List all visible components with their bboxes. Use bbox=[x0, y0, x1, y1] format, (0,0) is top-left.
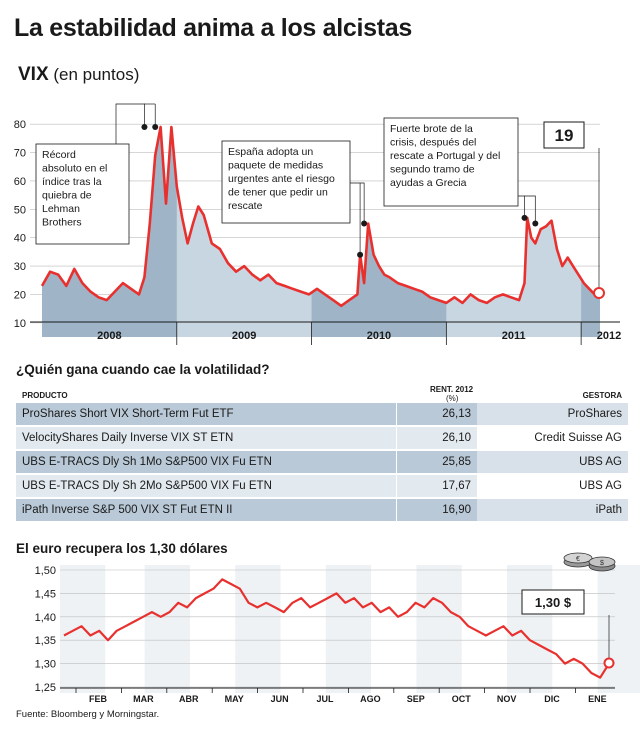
source-note: Fuente: Bloomberg y Morningstar. bbox=[16, 709, 160, 720]
table-row: iPath Inverse S&P 500 VIX ST Fut ETN II 1… bbox=[16, 498, 628, 523]
euro-chart-title: El euro recupera los 1,30 dólares bbox=[16, 541, 228, 556]
vix-annotation: Fuerte brote de la crisis, después del res… bbox=[383, 117, 539, 227]
euro-x-tick-label: MAR bbox=[133, 694, 154, 704]
vix-x-tick-label: 2012 bbox=[597, 330, 621, 342]
vix-y-tick-label: 60 bbox=[14, 176, 26, 188]
vix-annotation-text: Fuerte brote de la crisis, después del res… bbox=[390, 123, 500, 189]
product-cell: iPath Inverse S&P 500 VIX ST Fut ETN II bbox=[16, 498, 397, 523]
euro-x-tick-label: MAY bbox=[225, 694, 244, 704]
euro-x-tick-label: ENE bbox=[588, 694, 607, 704]
table-row: ProShares Short VIX Short-Term Fut ETF 26… bbox=[16, 403, 628, 427]
euro-y-tick-label: 1,50 bbox=[35, 565, 56, 577]
euro-x-tick-label: AGO bbox=[360, 694, 381, 704]
euro-y-tick-label: 1,45 bbox=[35, 588, 56, 600]
vix-annotation: España adopta un paquete de medidas urgent… bbox=[221, 140, 368, 258]
euro-series-line bbox=[63, 578, 610, 679]
funds-table-header: PRODUCTO RENT. 2012 (%) GESTORA bbox=[16, 385, 628, 403]
product-cell: VelocityShares Daily Inverse VIX ST ETN bbox=[16, 426, 397, 451]
product-column-header: PRODUCTO bbox=[22, 391, 68, 400]
vix-y-tick-label: 30 bbox=[14, 261, 26, 273]
table-row: UBS E-TRACS Dly Sh 2Mo S&P500 VIX Fu ETN… bbox=[16, 474, 628, 499]
euro-y-tick-label: 1,35 bbox=[35, 635, 56, 647]
coins-icon: € $ bbox=[563, 552, 616, 572]
vix-unit: (en puntos) bbox=[53, 65, 140, 84]
vix-annotation: Récord absoluto en el índice tras la quiebr… bbox=[35, 103, 159, 245]
vix-chart: 10 20 30 40 50 60 70 80 2008 2009 2010 2011 2012 Ré… bbox=[14, 103, 621, 345]
return-cell: 26,10 bbox=[396, 426, 477, 451]
manager-cell: ProShares bbox=[477, 403, 628, 427]
vix-annotation-text: Récord absoluto en el índice tras la quiebr… bbox=[42, 149, 107, 229]
return-cell: 17,67 bbox=[396, 474, 477, 499]
euro-x-tick-label: OCT bbox=[452, 694, 472, 704]
return-cell: 26,13 bbox=[396, 403, 477, 427]
euro-y-tick-label: 1,30 bbox=[35, 659, 56, 671]
funds-table-title: ¿Quién gana cuando cae la volatilidad? bbox=[16, 362, 270, 377]
vix-x-tick-label: 2010 bbox=[367, 330, 391, 342]
vix-y-tick-label: 20 bbox=[14, 289, 26, 301]
vix-y-tick-label: 10 bbox=[14, 318, 26, 330]
vix-y-tick-label: 80 bbox=[14, 119, 26, 131]
manager-cell: Credit Suisse AG bbox=[477, 426, 628, 451]
return-column-header: RENT. 2012 bbox=[430, 385, 474, 394]
euro-y-tick-label: 1,40 bbox=[35, 612, 56, 624]
vix-x-tick-label: 2008 bbox=[97, 330, 121, 342]
vix-name: VIX bbox=[18, 64, 49, 85]
vix-x-tick-label: 2011 bbox=[502, 330, 526, 342]
funds-table: ProShares Short VIX Short-Term Fut ETF 26… bbox=[16, 403, 628, 523]
vix-x-tick-label: 2009 bbox=[232, 330, 256, 342]
vix-y-tick-label: 40 bbox=[14, 233, 26, 245]
euro-chart: 1,50 1,45 1,40 1,35 1,30 1,25 FEB MAR ABR MAY JUN… bbox=[35, 552, 640, 704]
euro-current-value: 1,30 $ bbox=[535, 595, 572, 610]
svg-text:$: $ bbox=[600, 560, 604, 567]
euro-last-point-marker bbox=[603, 657, 615, 669]
table-row: UBS E-TRACS Dly Sh 1Mo S&P500 VIX Fu ETN… bbox=[16, 450, 628, 475]
euro-x-tick-label: ABR bbox=[179, 694, 199, 704]
vix-y-tick-label: 50 bbox=[14, 204, 26, 216]
product-cell: UBS E-TRACS Dly Sh 1Mo S&P500 VIX Fu ETN bbox=[16, 450, 397, 475]
euro-x-tick-label: DIC bbox=[544, 694, 560, 704]
product-cell: UBS E-TRACS Dly Sh 2Mo S&P500 VIX Fu ETN bbox=[16, 474, 397, 499]
euro-x-tick-label: JUL bbox=[316, 694, 334, 704]
return-cell: 25,85 bbox=[396, 450, 477, 475]
return-unit: (%) bbox=[446, 394, 459, 403]
vix-current-value-box bbox=[543, 121, 585, 149]
vix-current-value: 19 bbox=[555, 126, 574, 145]
vix-chart-title: VIX (en puntos) bbox=[18, 64, 139, 86]
euro-x-tick-label: FEB bbox=[89, 694, 108, 704]
vix-last-point-marker bbox=[593, 287, 605, 299]
euro-y-tick-label: 1,25 bbox=[35, 682, 56, 694]
vix-series-line bbox=[40, 125, 601, 308]
manager-cell: UBS AG bbox=[477, 474, 628, 499]
product-cell: ProShares Short VIX Short-Term Fut ETF bbox=[16, 403, 397, 427]
euro-x-tick-label: NOV bbox=[497, 694, 517, 704]
table-row: VelocityShares Daily Inverse VIX ST ETN 2… bbox=[16, 426, 628, 451]
vix-annotation-text: España adopta un paquete de medidas urgent… bbox=[228, 146, 335, 212]
return-cell: 16,90 bbox=[396, 498, 477, 523]
manager-column-header: GESTORA bbox=[582, 391, 622, 400]
manager-cell: iPath bbox=[477, 498, 628, 523]
vix-y-tick-label: 70 bbox=[14, 148, 26, 160]
euro-x-tick-label: JUN bbox=[271, 694, 289, 704]
page-title: La estabilidad anima a los alcistas bbox=[14, 14, 413, 42]
manager-cell: UBS AG bbox=[477, 450, 628, 475]
euro-current-value-box bbox=[521, 589, 585, 615]
euro-x-tick-label: SEP bbox=[407, 694, 425, 704]
svg-text:€: € bbox=[576, 556, 580, 563]
